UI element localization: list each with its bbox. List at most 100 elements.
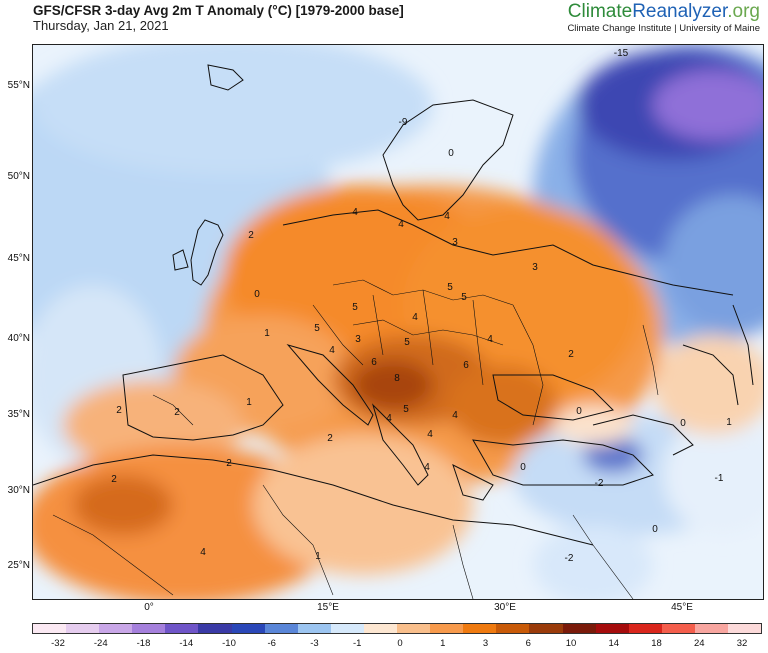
colorbar-segment	[132, 624, 166, 633]
contour-label: -2	[595, 478, 604, 489]
lon-label: 30°E	[494, 602, 516, 613]
contour-label: 0	[520, 462, 526, 473]
contour-label: 4	[412, 312, 418, 323]
anomaly-map[interactable]: -15 -9 0 4 3 4 4 3 5 5 5 4 4 5 5 2 3 8 6…	[32, 44, 764, 600]
colorbar-label: 18	[651, 638, 662, 649]
colorbar-label: 32	[736, 638, 748, 649]
contour-label: -1	[715, 473, 724, 484]
chart-title: GFS/CFSR 3-day Avg 2m T Anomaly (°C) [19…	[33, 3, 404, 18]
contour-label: 4	[487, 334, 493, 345]
colorbar-segment	[562, 624, 596, 633]
colorbar-label: -1	[353, 638, 362, 649]
brand-part-org: .org	[727, 1, 760, 22]
colorbar-segment	[529, 624, 563, 633]
contour-label: 6	[371, 357, 377, 368]
colorbar-label: 14	[608, 638, 620, 649]
brand-part-climate: Climate	[567, 1, 633, 22]
contour-label: 4	[444, 211, 450, 222]
contour-label: 4	[427, 429, 433, 440]
anomaly-field	[33, 45, 763, 599]
lat-label: 35°N	[7, 409, 30, 420]
contour-label: 2	[568, 349, 574, 360]
contour-label: 4	[329, 345, 335, 356]
colorbar-segment	[165, 624, 199, 633]
colorbar-segment	[397, 624, 431, 633]
colorbar-segment	[297, 624, 331, 633]
contour-label: 0	[254, 289, 260, 300]
colorbar-segment	[595, 624, 629, 633]
brand-part-reanalyzer: Reanalyzer	[632, 1, 728, 22]
contour-label: 5	[403, 404, 409, 415]
contour-label: 2	[116, 405, 122, 416]
date-subtitle: Thursday, Jan 21, 2021	[33, 18, 169, 33]
contour-label: 6	[463, 360, 469, 371]
colorbar-segment	[330, 624, 364, 633]
contour-label: 0	[652, 524, 658, 535]
colorbar-label: 6	[525, 638, 531, 649]
contour-label: 4	[452, 410, 458, 421]
contour-labels: -15 -9 0 4 3 4 4 3 5 5 5 4 4 5 5 2 3 8 6…	[111, 48, 732, 564]
colorbar-segment	[264, 624, 298, 633]
colorbar-label: -10	[222, 638, 236, 649]
colorbar-segment	[661, 624, 695, 633]
colorbar-label: -18	[136, 638, 151, 649]
contour-label: 2	[248, 230, 254, 241]
lat-label: 25°N	[7, 560, 30, 571]
lon-label: 15°E	[317, 602, 339, 613]
contour-label: 2	[226, 458, 232, 469]
lat-label: 45°N	[7, 253, 30, 264]
contour-label: 3	[532, 262, 538, 273]
colorbar-label: 1	[440, 638, 446, 649]
contour-label: 0	[680, 418, 686, 429]
colorbar-segment	[727, 624, 762, 633]
colorbar-segment	[66, 624, 100, 633]
contour-label: 3	[355, 334, 361, 345]
colorbar-label: -32	[51, 638, 65, 649]
colorbar-segment	[430, 624, 464, 633]
contour-label: 2	[111, 474, 117, 485]
contour-label: 1	[726, 417, 732, 428]
contour-label: 5	[461, 292, 467, 303]
brand-subtitle: Climate Change Institute | University of…	[567, 23, 760, 34]
map-svg: -15 -9 0 4 3 4 4 3 5 5 5 4 4 5 5 2 3 8 6…	[33, 45, 763, 599]
contour-label: 5	[352, 302, 358, 313]
contour-label: 5	[447, 282, 453, 293]
brand-logo[interactable]: ClimateReanalyzer.org	[568, 1, 760, 23]
contour-label: 4	[386, 413, 392, 424]
lon-label: 0°	[144, 602, 154, 613]
lat-label: 55°N	[7, 80, 30, 91]
contour-label: -9	[399, 117, 408, 128]
colorbar-segment	[363, 624, 398, 633]
contour-label: 2	[327, 433, 333, 444]
contour-label: 0	[448, 148, 454, 159]
colorbar-label: -14	[179, 638, 194, 649]
contour-label: 8	[394, 373, 400, 384]
colorbar-segment	[231, 624, 265, 633]
contour-label: 3	[452, 237, 458, 248]
contour-label: 1	[315, 551, 321, 562]
colorbar-segment	[33, 624, 67, 633]
colorbar-label: 10	[565, 638, 577, 649]
colorbar-label: -24	[93, 638, 108, 649]
borders	[52, 279, 659, 599]
lat-label: 40°N	[7, 333, 30, 344]
contour-label: 0	[576, 406, 582, 417]
coastlines	[33, 64, 754, 546]
contour-label: 5	[404, 337, 410, 348]
colorbar-segment	[694, 624, 728, 633]
lat-label: 30°N	[7, 485, 30, 496]
colorbar	[32, 623, 762, 634]
colorbar-segment	[628, 624, 662, 633]
colorbar-label: -6	[267, 638, 276, 649]
colorbar-segment	[496, 624, 530, 633]
colorbar-segment	[463, 624, 497, 633]
colorbar-segment	[99, 624, 133, 633]
contour-label: 4	[398, 219, 404, 230]
colorbar-label: 0	[397, 638, 403, 649]
contour-label: 1	[246, 397, 252, 408]
colorbar-segment	[198, 624, 232, 633]
lat-label: 50°N	[7, 171, 30, 182]
contour-label: -2	[565, 553, 574, 564]
colorbar-label: -3	[310, 638, 319, 649]
lon-label: 45°E	[671, 602, 693, 613]
